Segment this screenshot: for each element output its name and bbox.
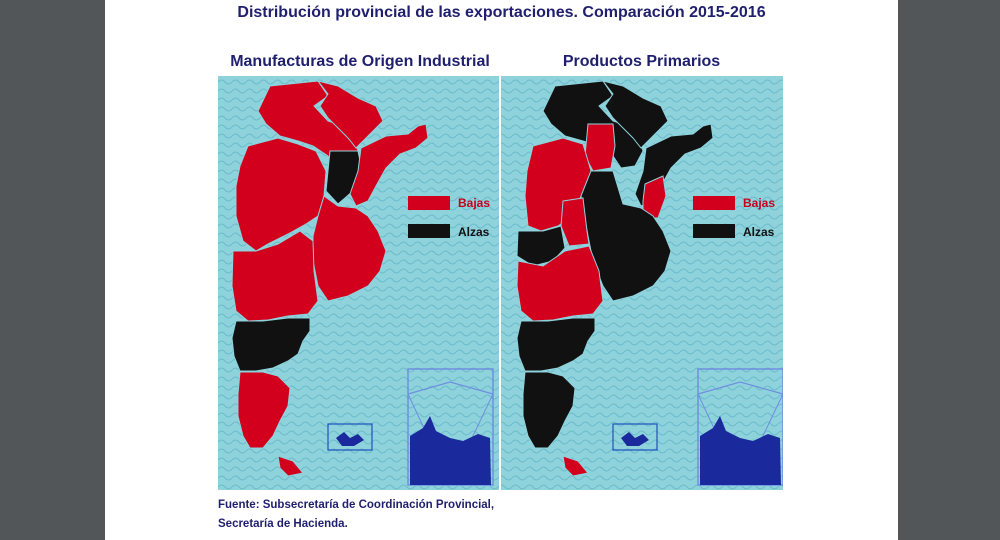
province-north-east [316,80,384,149]
page-title: Distribución provincial de las exportaci… [237,4,766,21]
legend-swatch-bajas [408,196,450,210]
province-southern-patagonia [237,371,291,449]
antarctica-inset-left [407,368,494,486]
province-tierra-del-fuego [562,455,589,477]
source-note: Fuente: Subsecretaría de Coordinación Pr… [218,496,494,534]
province-center-west [235,137,327,252]
province-south-center [516,245,604,322]
right-map-title: Productos Primarios [562,53,721,70]
legend-label-bajas: Bajas [743,196,775,210]
province-litoral [349,123,429,207]
maps-svg: Bajas Alzas Bajas Alzas [218,76,783,490]
source-line-2: Secretaría de Hacienda. [218,518,348,530]
antarctica-inset-right [697,368,783,486]
legend-swatch-bajas [693,196,735,210]
province-northern-patagonia [231,317,311,372]
province-northern-patagonia [516,317,596,372]
legend-label-bajas: Bajas [458,196,490,210]
legend-label-alzas: Alzas [743,225,775,239]
legend-right: Bajas Alzas [693,196,775,239]
province-entre-rios [642,175,667,219]
province-southern-patagonia [522,371,576,449]
document-page: Distribución provincial de las exportaci… [105,0,898,540]
legend-swatch-alzas [408,224,450,238]
legend-label-alzas: Alzas [458,225,490,239]
malvinas-islands [336,432,364,446]
left-map [231,80,494,486]
province-tucuman [584,123,616,172]
malvinas-inset [327,423,373,451]
province-tierra-del-fuego [277,455,304,477]
right-map [516,80,783,486]
legend-left: Bajas Alzas [408,196,490,239]
source-line-1: Fuente: Subsecretaría de Coordinación Pr… [218,499,495,511]
malvinas-islands [621,432,649,446]
province-north-east [601,80,669,149]
left-map-title: Manufacturas de Origen Industrial [230,53,490,70]
maps-panel: Bajas Alzas Bajas Alzas [218,76,783,490]
province-center [312,195,387,302]
malvinas-inset [612,423,658,451]
legend-swatch-alzas [693,224,735,238]
province-south-center [231,230,319,322]
